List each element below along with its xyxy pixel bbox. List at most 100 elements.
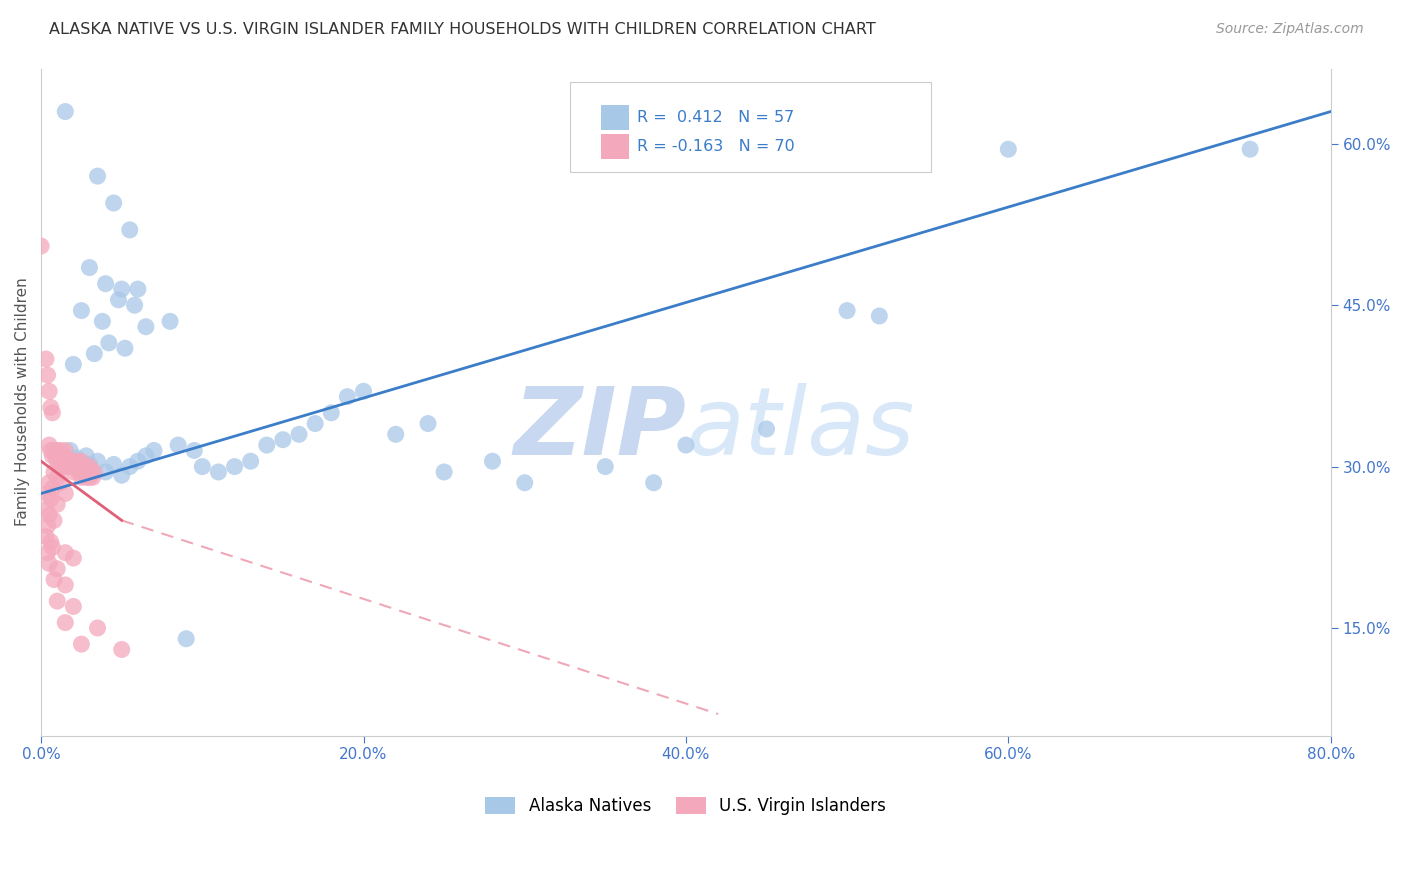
Point bbox=[49, 443, 72, 458]
Point bbox=[65, 450, 87, 465]
Point bbox=[79, 459, 101, 474]
Point bbox=[42, 573, 65, 587]
Point bbox=[79, 260, 101, 275]
Point bbox=[239, 454, 262, 468]
Point bbox=[111, 642, 134, 657]
Point bbox=[118, 459, 141, 474]
Point bbox=[174, 632, 197, 646]
Point bbox=[49, 459, 72, 474]
Point bbox=[51, 454, 73, 468]
Point bbox=[135, 449, 157, 463]
Point bbox=[39, 491, 62, 506]
Point bbox=[53, 104, 76, 119]
Point bbox=[103, 458, 125, 472]
Point bbox=[1239, 142, 1261, 156]
Point bbox=[62, 465, 84, 479]
Point bbox=[53, 546, 76, 560]
Point bbox=[63, 459, 86, 474]
FancyBboxPatch shape bbox=[600, 134, 628, 160]
Point bbox=[111, 468, 134, 483]
Point bbox=[35, 529, 58, 543]
Point bbox=[37, 546, 59, 560]
Point bbox=[256, 438, 278, 452]
Point bbox=[38, 557, 60, 571]
Point bbox=[75, 449, 97, 463]
Point bbox=[595, 459, 617, 474]
Point bbox=[46, 454, 69, 468]
Point bbox=[76, 465, 98, 479]
Point bbox=[111, 282, 134, 296]
Point bbox=[70, 303, 93, 318]
Point bbox=[103, 196, 125, 211]
Point bbox=[39, 443, 62, 458]
Point bbox=[124, 298, 146, 312]
Point bbox=[38, 384, 60, 399]
Text: ZIP: ZIP bbox=[513, 383, 686, 475]
Text: ALASKA NATIVE VS U.S. VIRGIN ISLANDER FAMILY HOUSEHOLDS WITH CHILDREN CORRELATIO: ALASKA NATIVE VS U.S. VIRGIN ISLANDER FA… bbox=[49, 22, 876, 37]
Point bbox=[30, 239, 52, 253]
Point bbox=[416, 417, 439, 431]
FancyBboxPatch shape bbox=[569, 82, 931, 172]
Point bbox=[70, 454, 93, 468]
Point bbox=[288, 427, 311, 442]
Point bbox=[868, 309, 890, 323]
Point bbox=[46, 562, 69, 576]
Point bbox=[513, 475, 536, 490]
Point bbox=[46, 497, 69, 511]
Point bbox=[41, 541, 63, 555]
Point bbox=[69, 459, 91, 474]
Point bbox=[38, 475, 60, 490]
Point bbox=[58, 459, 80, 474]
Point bbox=[62, 358, 84, 372]
Point bbox=[86, 169, 108, 183]
Point bbox=[53, 615, 76, 630]
Point bbox=[127, 454, 149, 468]
Point bbox=[46, 470, 69, 484]
Point bbox=[62, 551, 84, 566]
Point bbox=[997, 142, 1019, 156]
Point bbox=[46, 443, 69, 458]
Point bbox=[135, 319, 157, 334]
Point bbox=[60, 459, 83, 474]
Text: R =  0.412   N = 57: R = 0.412 N = 57 bbox=[637, 110, 794, 125]
Point bbox=[35, 351, 58, 366]
Point bbox=[86, 454, 108, 468]
Point bbox=[70, 637, 93, 651]
Point bbox=[42, 513, 65, 527]
Point bbox=[94, 465, 117, 479]
Point bbox=[46, 594, 69, 608]
Point bbox=[45, 449, 67, 463]
Point bbox=[86, 621, 108, 635]
Legend: Alaska Natives, U.S. Virgin Islanders: Alaska Natives, U.S. Virgin Islanders bbox=[479, 790, 893, 822]
Point bbox=[835, 303, 858, 318]
Point bbox=[41, 481, 63, 495]
Point bbox=[97, 335, 120, 350]
Point bbox=[53, 459, 76, 474]
FancyBboxPatch shape bbox=[600, 104, 628, 130]
Point bbox=[167, 438, 190, 452]
Point bbox=[39, 535, 62, 549]
Point bbox=[53, 486, 76, 500]
Point bbox=[191, 459, 214, 474]
Text: Source: ZipAtlas.com: Source: ZipAtlas.com bbox=[1216, 22, 1364, 37]
Text: R = -0.163   N = 70: R = -0.163 N = 70 bbox=[637, 139, 794, 154]
Point bbox=[62, 454, 84, 468]
Point bbox=[37, 368, 59, 383]
Text: atlas: atlas bbox=[686, 384, 914, 475]
Point bbox=[643, 475, 665, 490]
Point bbox=[48, 449, 70, 463]
Point bbox=[38, 508, 60, 522]
Point bbox=[62, 599, 84, 614]
Point bbox=[207, 465, 229, 479]
Point bbox=[336, 390, 359, 404]
Point bbox=[159, 314, 181, 328]
Point bbox=[118, 223, 141, 237]
Point bbox=[59, 443, 82, 458]
Point bbox=[224, 459, 246, 474]
Point bbox=[142, 443, 165, 458]
Point bbox=[49, 475, 72, 490]
Point bbox=[39, 401, 62, 415]
Point bbox=[82, 470, 104, 484]
Point bbox=[37, 518, 59, 533]
Point bbox=[42, 465, 65, 479]
